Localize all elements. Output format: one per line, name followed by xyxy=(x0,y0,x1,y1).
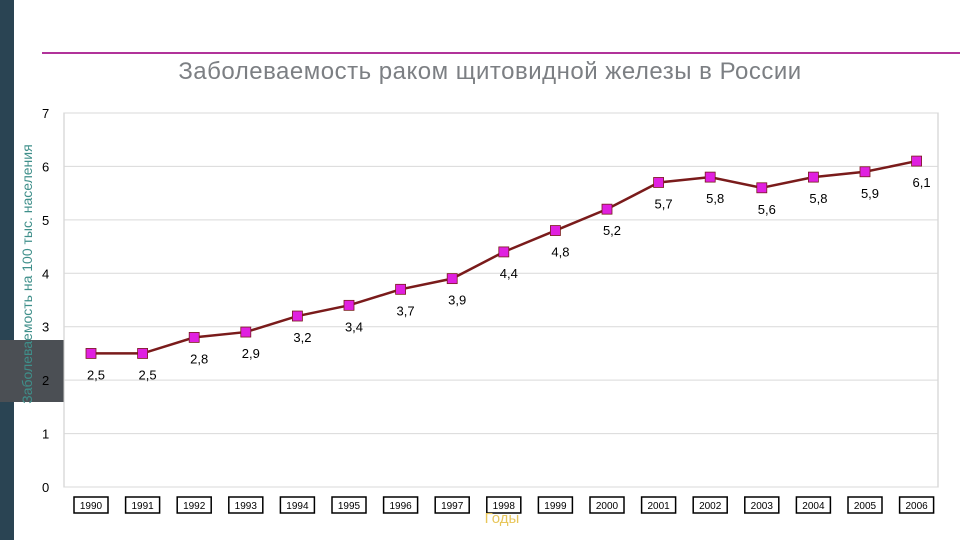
x-tick-box xyxy=(692,496,728,514)
data-label: 2,8 xyxy=(190,351,208,366)
data-label: 5,6 xyxy=(758,202,776,217)
x-tick-label: 1993 xyxy=(235,501,258,512)
y-tick-label: 6 xyxy=(42,159,49,174)
data-label: 5,9 xyxy=(861,186,879,201)
x-tick-box xyxy=(176,496,212,514)
x-tick-box xyxy=(640,496,677,514)
data-point xyxy=(446,273,458,285)
data-label: 5,8 xyxy=(706,191,724,206)
data-point xyxy=(756,182,768,194)
y-tick-label: 1 xyxy=(42,427,49,442)
x-tick-label: 1997 xyxy=(441,501,464,512)
data-point xyxy=(291,310,303,322)
data-point xyxy=(704,171,716,183)
data-label: 5,2 xyxy=(603,223,621,238)
x-tick-label: 1996 xyxy=(389,501,412,512)
y-tick-label: 7 xyxy=(42,106,49,121)
data-point xyxy=(808,171,819,183)
x-tick-box xyxy=(331,496,367,514)
title-rule xyxy=(42,52,960,54)
x-tick-label: 1990 xyxy=(80,501,103,512)
x-tick-label: 2001 xyxy=(647,501,670,512)
side-accent-bar xyxy=(0,0,14,540)
data-point xyxy=(85,348,97,359)
x-tick-box xyxy=(537,496,574,514)
y-tick-label: 2 xyxy=(42,373,49,388)
x-tick-box xyxy=(847,496,883,514)
slide-title: Заболеваемость раком щитовидной железы в… xyxy=(178,58,802,85)
x-tick-label: 2004 xyxy=(802,501,825,512)
x-tick-label: 1995 xyxy=(338,501,361,512)
data-label: 3,9 xyxy=(448,293,466,308)
data-point xyxy=(240,326,252,338)
data-label: 5,8 xyxy=(809,191,827,206)
data-point xyxy=(498,246,510,258)
x-tick-label: 2003 xyxy=(751,501,774,512)
y-tick-label: 5 xyxy=(42,213,49,228)
plot-area xyxy=(63,112,939,488)
x-tick-box xyxy=(434,496,470,514)
x-tick-box xyxy=(744,496,780,514)
data-label: 4,8 xyxy=(551,245,569,260)
x-tick-label: 1998 xyxy=(493,501,516,512)
data-label: 2,5 xyxy=(139,367,157,382)
x-tick-label: 2005 xyxy=(854,501,877,512)
data-labels: 2,5 2,5 2,8 2,9 3,2 3,4 3,7 3,9 4,4 4,8 5,2 5,7 5,8 5… xyxy=(87,175,931,382)
side-tab xyxy=(0,340,66,402)
y-tick-label: 3 xyxy=(42,320,49,335)
data-label: 4,4 xyxy=(500,266,518,281)
x-tick-label: 2000 xyxy=(596,501,619,512)
x-tick-box xyxy=(228,496,264,514)
y-tick-label: 4 xyxy=(42,266,49,281)
x-tick-box xyxy=(279,496,316,514)
y-tick-label: 0 xyxy=(42,480,49,495)
x-tick-box xyxy=(589,496,625,514)
series-markers xyxy=(85,155,922,359)
data-label: 3,2 xyxy=(293,330,311,345)
x-tick-label: 1992 xyxy=(183,501,206,512)
x-tick-label: 1991 xyxy=(131,501,154,512)
data-label: 2,5 xyxy=(87,367,105,382)
y-axis-label: Заболеваемость на 100 тыс. населения xyxy=(19,144,35,404)
gridlines xyxy=(64,112,938,488)
data-label: 3,4 xyxy=(345,319,363,334)
data-point xyxy=(188,331,200,343)
x-tick-box xyxy=(73,496,109,514)
x-tick-label: 1994 xyxy=(286,501,309,512)
data-point xyxy=(859,166,871,178)
x-tick-label: 1999 xyxy=(544,501,567,512)
data-point xyxy=(601,203,613,215)
data-point xyxy=(343,299,355,311)
data-label: 6,1 xyxy=(913,175,931,190)
y-tick-labels: 0 1 2 3 4 5 6 7 xyxy=(42,106,49,495)
x-tick-box xyxy=(382,496,419,514)
x-axis-label: Годы xyxy=(484,510,520,527)
data-label: 2,9 xyxy=(242,346,260,361)
data-point xyxy=(395,283,407,295)
x-tick-labels: 1990 1991 1992 1993 1994 1995 1996 1997 1998 1999… xyxy=(73,496,935,514)
x-tick-box xyxy=(795,496,832,514)
x-tick-label: 2002 xyxy=(699,501,722,512)
data-label: 3,7 xyxy=(397,303,415,318)
x-tick-label: 2006 xyxy=(905,501,928,512)
data-point xyxy=(137,348,149,359)
data-label: 5,7 xyxy=(655,196,673,211)
x-tick-box xyxy=(898,496,935,514)
data-point xyxy=(653,177,664,188)
data-point xyxy=(550,225,561,236)
x-tick-box xyxy=(124,496,161,514)
data-point xyxy=(911,155,922,167)
x-tick-box xyxy=(486,496,522,514)
